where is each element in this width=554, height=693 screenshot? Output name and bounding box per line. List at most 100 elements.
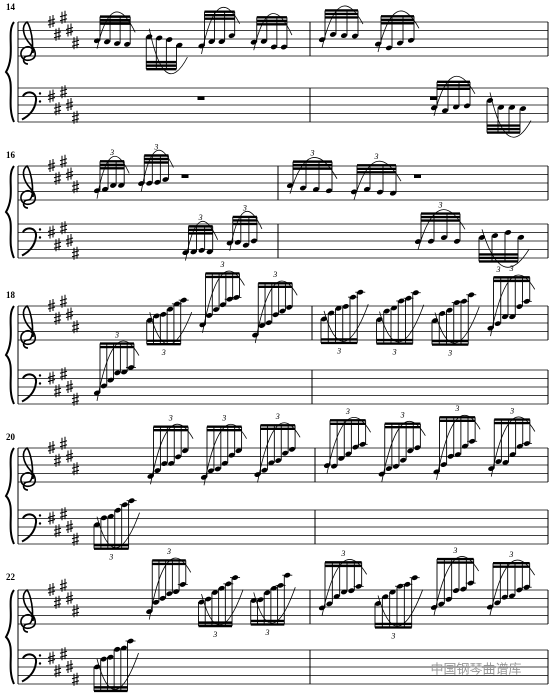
note-head	[176, 42, 183, 48]
note-head	[219, 302, 226, 308]
note-head	[114, 646, 121, 652]
note-head	[218, 39, 225, 45]
slur	[96, 652, 139, 690]
bass-clef	[21, 373, 38, 403]
sharp	[59, 10, 68, 24]
note-head	[270, 44, 277, 50]
note-head	[445, 596, 452, 602]
sharp	[59, 294, 68, 308]
sharp	[71, 246, 80, 260]
sharp	[47, 441, 56, 454]
note-head	[160, 311, 167, 317]
note-head	[234, 239, 241, 245]
sharp	[47, 371, 56, 385]
note-head	[463, 103, 471, 109]
note-head	[494, 321, 501, 327]
note-head	[100, 656, 107, 662]
note-head	[214, 466, 221, 472]
note-head	[260, 38, 267, 44]
note-head	[374, 601, 382, 606]
note-head	[350, 189, 358, 195]
sharp	[59, 436, 68, 450]
note-head	[198, 247, 205, 253]
tuplet-number: 3	[508, 550, 513, 559]
tuplet-number: 3	[161, 348, 166, 357]
note-head	[452, 104, 460, 110]
sharp	[53, 384, 62, 398]
note-head	[250, 238, 258, 244]
note-head	[325, 188, 333, 194]
note-head	[152, 599, 160, 605]
sharp	[59, 367, 68, 381]
note-head	[166, 591, 173, 597]
note-head	[100, 515, 108, 521]
tuplet-number: 3	[166, 547, 171, 556]
slur	[203, 424, 247, 486]
tuplet-number: 3	[438, 200, 443, 209]
note-head	[107, 654, 114, 660]
slur	[229, 210, 263, 251]
sharp	[53, 664, 62, 678]
sharp	[65, 23, 74, 37]
note-head	[286, 183, 294, 189]
sharp	[59, 154, 68, 168]
brace	[4, 305, 15, 405]
sharp	[59, 507, 68, 521]
note-head	[279, 308, 286, 314]
note-head	[460, 586, 467, 592]
note-head	[107, 513, 114, 519]
tuplet-number: 3	[198, 213, 203, 222]
slur	[490, 416, 536, 477]
treble-clef	[20, 304, 37, 349]
note-head	[118, 182, 125, 188]
note-head	[312, 187, 320, 192]
treble-clef	[20, 164, 37, 209]
slur	[434, 306, 480, 344]
note-head	[446, 307, 453, 313]
tuplet-number: 3	[212, 630, 217, 639]
tuplet-number: 3	[109, 148, 114, 157]
whole-rest	[181, 174, 189, 178]
note-head	[502, 460, 509, 465]
note-head	[326, 601, 333, 607]
slur	[257, 422, 301, 483]
note-head	[495, 459, 502, 464]
sharp	[53, 102, 62, 116]
slur	[381, 421, 426, 483]
note-head	[348, 588, 355, 594]
sharp	[71, 604, 80, 618]
sharp	[71, 532, 80, 546]
note-head	[363, 186, 371, 192]
note-head	[440, 235, 448, 240]
sharp	[71, 320, 80, 334]
sharp	[53, 27, 62, 41]
note-head	[491, 233, 499, 239]
note-head	[396, 40, 404, 46]
note-head	[221, 460, 228, 466]
note-head	[509, 314, 516, 320]
slur	[201, 6, 241, 54]
whole-rest	[430, 96, 437, 100]
tuplet-number: 3	[454, 404, 459, 413]
tuplet-number: 3	[400, 411, 405, 420]
note-head	[516, 587, 523, 593]
slur	[379, 304, 425, 343]
note-head	[93, 522, 101, 528]
sharp	[71, 180, 80, 194]
note-head	[501, 594, 508, 600]
note-head	[212, 307, 220, 312]
note-head	[320, 316, 328, 322]
bass-clef-dot	[38, 382, 42, 385]
note-head	[228, 452, 235, 458]
tuplet-number: 3	[447, 348, 452, 357]
note-head	[242, 242, 249, 248]
watermark: 中国钢琴曲谱库	[430, 662, 521, 678]
sharp	[47, 583, 56, 596]
sharp	[71, 36, 80, 50]
note-head	[389, 190, 397, 196]
sharp	[53, 171, 62, 185]
sharp	[65, 234, 74, 247]
note-head	[124, 41, 131, 47]
note-head	[516, 304, 523, 309]
slur	[202, 270, 245, 333]
